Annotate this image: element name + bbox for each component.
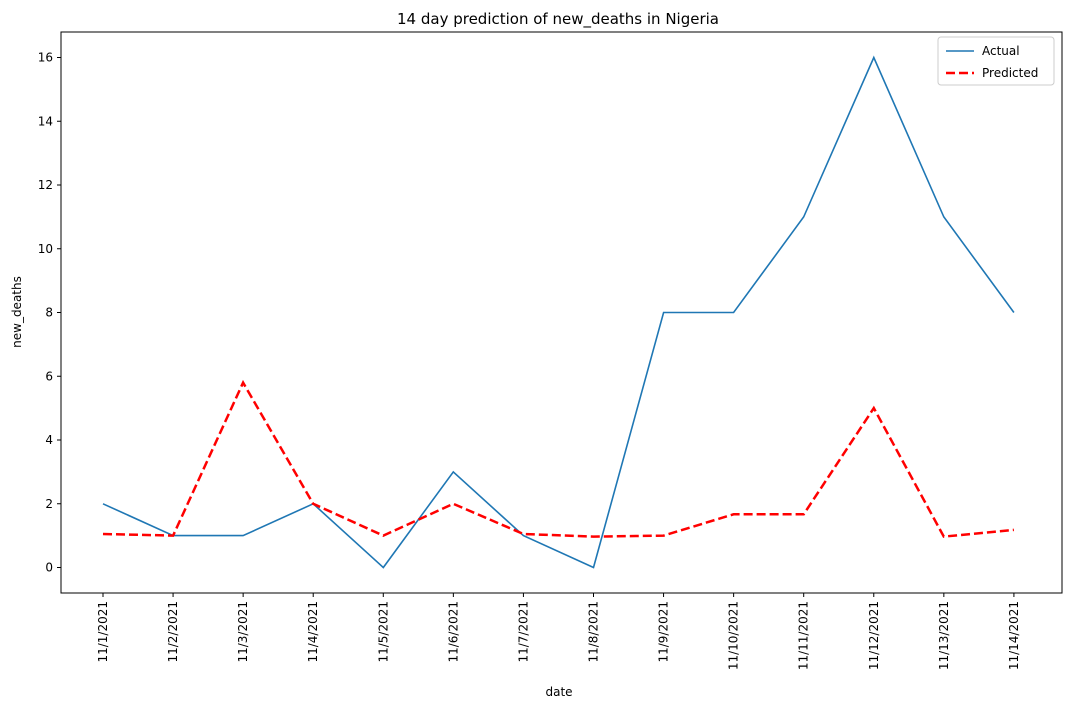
- y-tick-label: 16: [38, 51, 53, 65]
- y-tick-label: 6: [45, 369, 53, 383]
- y-tick-label: 12: [38, 178, 53, 192]
- x-tick-label: 11/3/2021: [236, 601, 250, 663]
- chart-title: 14 day prediction of new_deaths in Niger…: [397, 10, 719, 29]
- x-tick-label: 11/13/2021: [937, 601, 951, 670]
- y-tick-label: 14: [38, 114, 53, 128]
- x-tick-label: 11/6/2021: [446, 601, 460, 663]
- x-tick-label: 11/1/2021: [96, 601, 110, 663]
- x-tick-label: 11/5/2021: [376, 601, 390, 663]
- y-tick-label: 4: [45, 433, 53, 447]
- series-line-actual: [102, 55, 1015, 569]
- legend: Actual Predicted: [937, 36, 1055, 86]
- plot-area: [60, 31, 1063, 594]
- y-tick-label: 10: [38, 242, 53, 256]
- x-axis: 11/1/2021 11/2/2021 11/3/2021 11/4/2021 11/5…: [96, 593, 1021, 670]
- x-tick-label: 11/4/2021: [306, 601, 320, 663]
- y-axis: 0 2 4 6 8 10 12 14 16: [38, 51, 61, 575]
- x-tick-label: 11/7/2021: [516, 601, 530, 663]
- x-tick-label: 11/9/2021: [657, 601, 671, 663]
- y-tick-label: 2: [45, 497, 53, 511]
- x-axis-label: date: [545, 685, 572, 699]
- y-tick-label: 8: [45, 306, 53, 320]
- y-tick-label: 0: [45, 561, 53, 575]
- series-layer: [102, 55, 1015, 569]
- x-tick-label: 11/12/2021: [867, 601, 881, 670]
- x-tick-label: 11/10/2021: [727, 601, 741, 670]
- series-line-predicted: [102, 379, 1015, 538]
- legend-label-predicted: Predicted: [982, 66, 1038, 80]
- x-tick-label: 11/14/2021: [1007, 601, 1021, 670]
- x-tick-label: 11/11/2021: [797, 601, 811, 670]
- y-axis-label: new_deaths: [10, 276, 24, 348]
- x-tick-label: 11/2/2021: [166, 601, 180, 663]
- x-tick-label: 11/8/2021: [586, 601, 600, 663]
- legend-label-actual: Actual: [982, 44, 1020, 58]
